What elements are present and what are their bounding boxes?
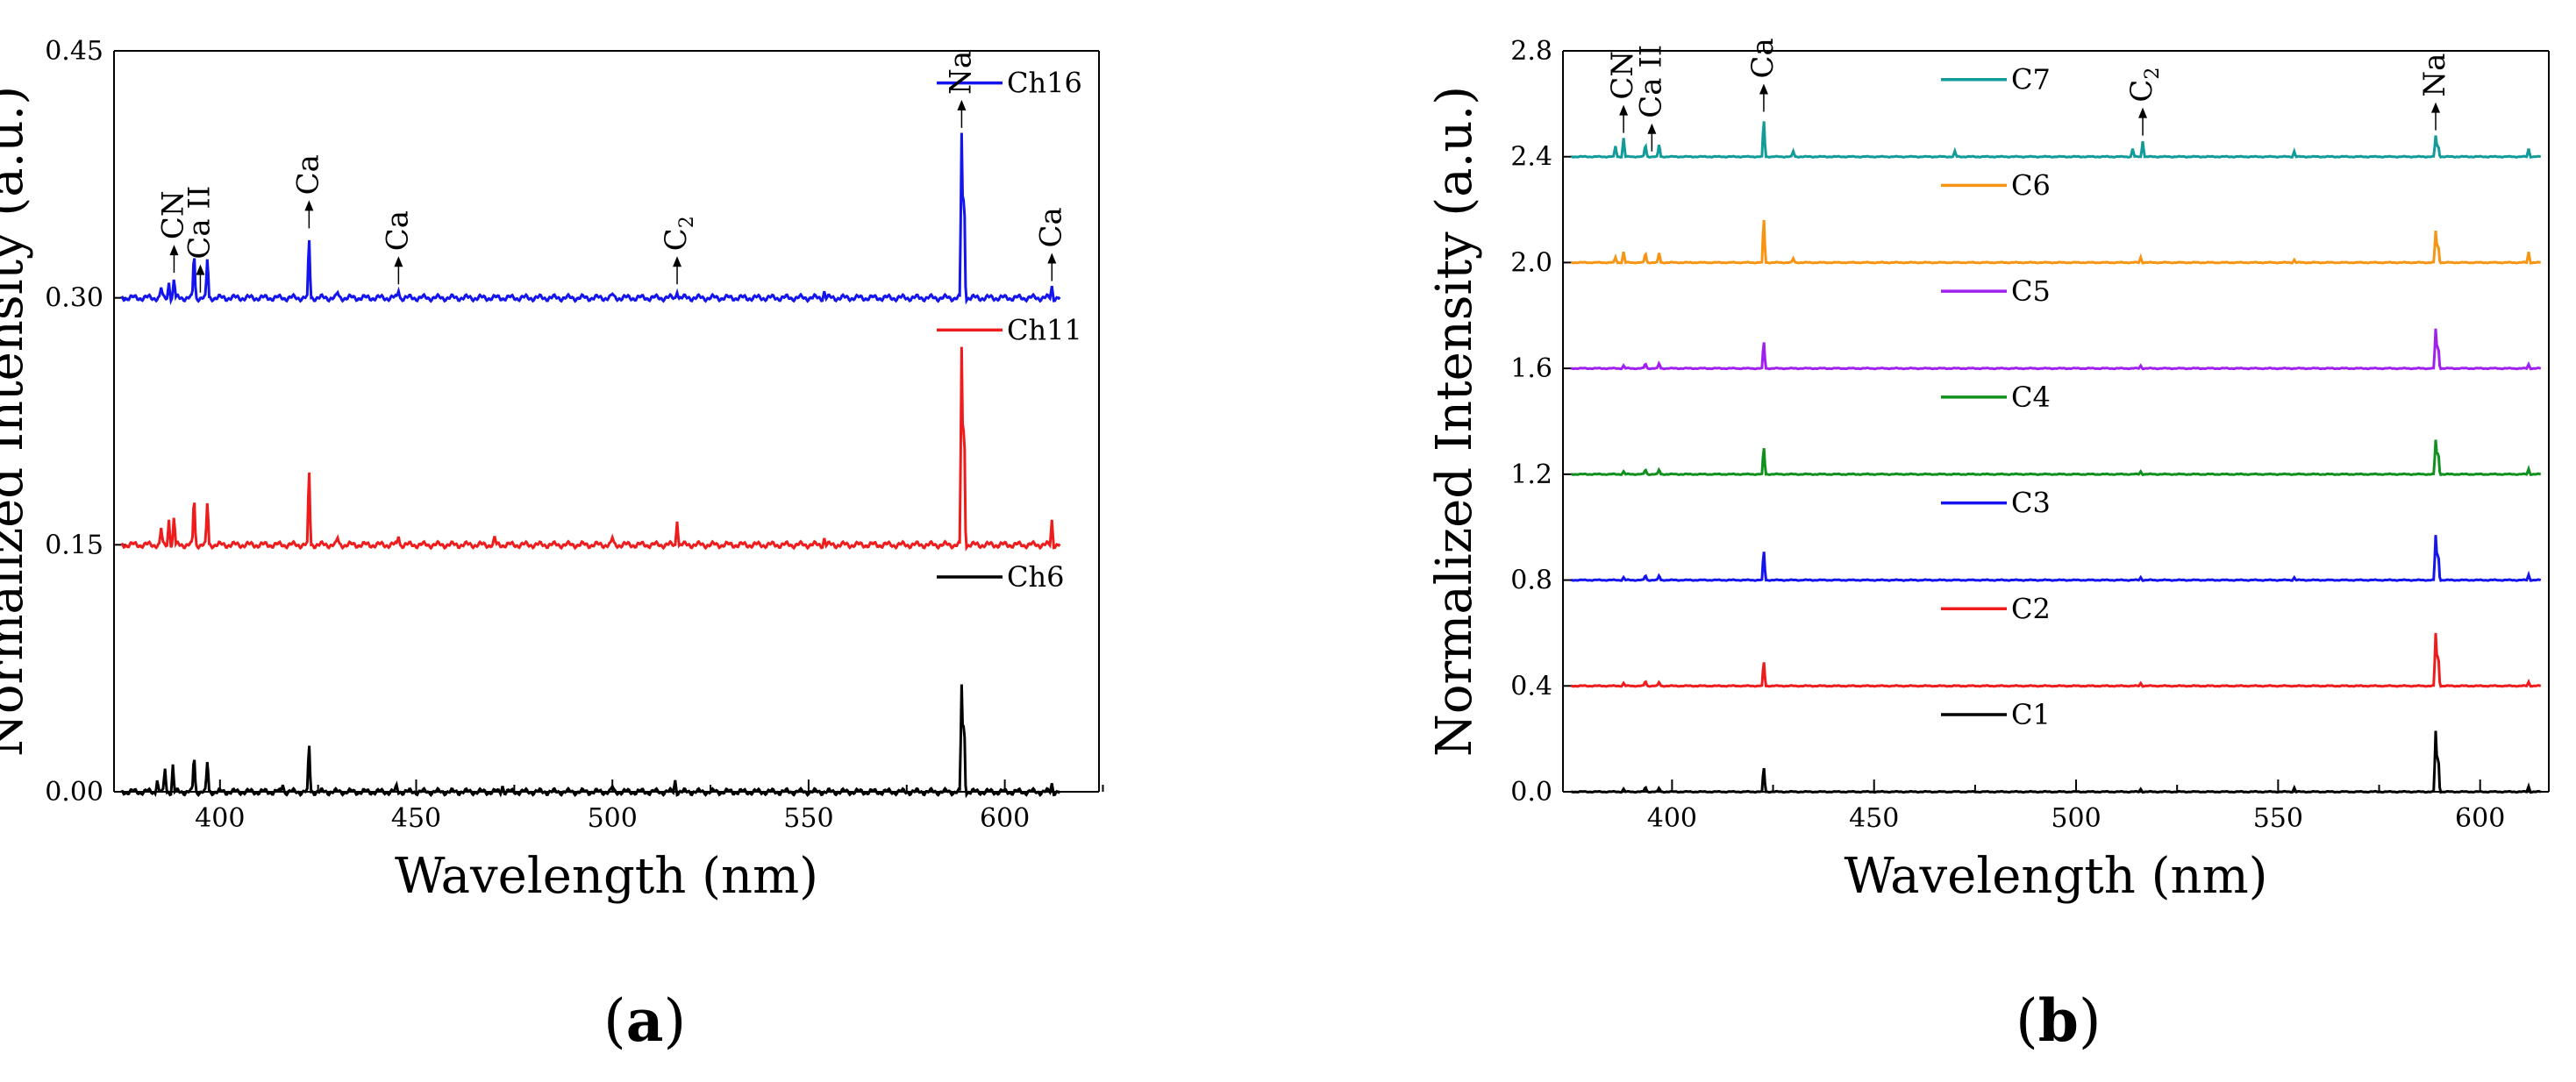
x-tick-label: 550 xyxy=(783,803,833,834)
series-line-C1 xyxy=(1570,730,2542,794)
legend-label-C1: C1 xyxy=(2011,698,2051,731)
y-tick-label: 0.0 xyxy=(1510,777,1552,808)
annotation-label: Na xyxy=(943,51,978,95)
series-line-Ch11 xyxy=(120,346,1061,552)
panel-a-label: (a) xyxy=(603,986,687,1055)
series-line-Ch16 xyxy=(120,132,1061,306)
series-line-Ch6 xyxy=(120,684,1061,799)
annotation-arrowhead xyxy=(2138,107,2148,118)
legend-label-C2: C2 xyxy=(2011,592,2051,625)
x-tick-label: 600 xyxy=(2455,803,2505,834)
y-tick-label: 1.6 xyxy=(1510,353,1552,384)
x-tick-label: 450 xyxy=(391,803,441,834)
annotation-label: Ca II xyxy=(182,186,217,260)
x-tick-label: 400 xyxy=(195,803,245,834)
annotation-arrowhead xyxy=(2431,102,2441,113)
annotation-label: CN xyxy=(1605,51,1640,100)
y-tick-label: 0.30 xyxy=(45,283,103,314)
y-axis-title: Normalized Intensity (a.u.) xyxy=(0,86,34,757)
legend-label-C6: C6 xyxy=(2011,168,2051,202)
annotation-arrowhead xyxy=(169,245,179,256)
series-line-C3 xyxy=(1570,535,2542,582)
legend-label-C3: C3 xyxy=(2011,487,2051,520)
annotation-label: Ca xyxy=(1033,207,1068,247)
annotation-subscript: 2 xyxy=(2142,68,2164,80)
annotation-label: Na xyxy=(2417,53,2452,97)
x-tick-label: 450 xyxy=(1849,803,1899,834)
x-tick-label: 600 xyxy=(980,803,1030,834)
annotation-arrowhead xyxy=(1619,104,1629,116)
series-line-C2 xyxy=(1570,632,2542,688)
series-line-C6 xyxy=(1570,219,2542,265)
annotation-arrowhead xyxy=(196,264,205,275)
annotation-label: Ca xyxy=(290,154,325,195)
series-line-C7 xyxy=(1570,121,2542,159)
y-tick-label: 0.15 xyxy=(45,530,103,560)
x-tick-label: 500 xyxy=(588,803,638,834)
y-tick-label: 1.2 xyxy=(1510,459,1552,490)
annotation-label: Ca xyxy=(1745,38,1780,78)
annotation-label: C2 xyxy=(659,216,698,251)
annotation-arrowhead xyxy=(394,256,403,267)
annotation-subscript: 2 xyxy=(676,216,698,228)
annotation-label: CN xyxy=(155,190,190,239)
annotation-arrowhead xyxy=(1047,253,1057,264)
panel-a-chart: 400 450 500 550 600 0.00 0.15 0.30 0.45 Wavelengt… xyxy=(0,36,1104,905)
y-tick-label: 2.0 xyxy=(1510,247,1552,278)
y-tick-label: 2.4 xyxy=(1510,142,1552,173)
x-tick-label: 550 xyxy=(2253,803,2303,834)
y-tick-label: 0.8 xyxy=(1510,566,1552,596)
annotation-arrowhead xyxy=(673,256,682,267)
x-tick-label: 500 xyxy=(2051,803,2101,834)
legend-label-Ch16: Ch16 xyxy=(1007,67,1082,100)
annotation-arrowhead xyxy=(304,200,314,211)
x-axis-title: Wavelength (nm) xyxy=(1844,848,2267,905)
y-tick-label: 0.00 xyxy=(45,777,103,808)
y-tick-label: 0.4 xyxy=(1510,671,1552,701)
legend-label-C4: C4 xyxy=(2011,381,2051,414)
legend-label-Ch6: Ch6 xyxy=(1007,560,1064,594)
annotation-arrowhead xyxy=(1647,123,1657,134)
y-axis-title: Normalized Intensity (a.u.) xyxy=(1426,86,1483,757)
panel-b-chart: 400 450 500 550 600 0.0 0.4 0.8 1.2 1.6 2.0 2.4 2.8 W… xyxy=(1426,36,2550,905)
y-tick-label: 0.45 xyxy=(45,36,103,67)
panel-b-label: (b) xyxy=(2016,986,2101,1055)
series-line-C4 xyxy=(1570,439,2542,477)
x-tick-label: 400 xyxy=(1647,803,1697,834)
legend-label-C5: C5 xyxy=(2011,274,2051,308)
annotation-label: Ca II xyxy=(1633,45,1668,118)
annotation-label: Ca xyxy=(380,210,415,251)
annotation-arrowhead xyxy=(957,99,967,110)
annotation-arrowhead xyxy=(1759,83,1768,95)
annotation-label: C2 xyxy=(2124,68,2164,103)
y-tick-label: 2.8 xyxy=(1510,36,1552,67)
legend-label-Ch11: Ch11 xyxy=(1007,313,1082,346)
x-axis-title: Wavelength (nm) xyxy=(395,848,818,905)
legend-label-C7: C7 xyxy=(2011,63,2051,96)
series-line-C5 xyxy=(1570,328,2542,371)
